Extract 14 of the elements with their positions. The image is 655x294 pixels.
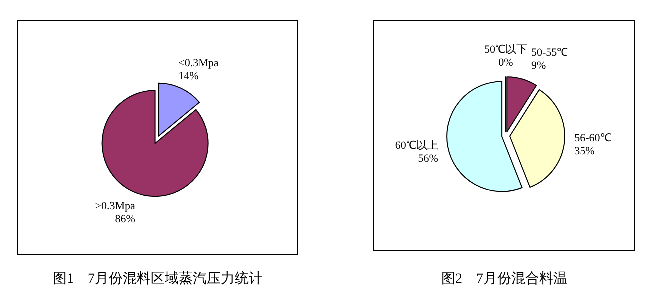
data-label: 14%: [178, 70, 199, 83]
data-label: 9%: [532, 60, 546, 72]
category-label: 50℃以下: [484, 44, 528, 56]
slice-label: 50-55℃: [532, 47, 568, 60]
text: 图1 7月份混料区域蒸汽压力统计: [53, 271, 263, 287]
slice-label: <0.3Mpa: [178, 58, 219, 70]
slice-label: 56-60℃: [574, 132, 612, 145]
text: 0%: [498, 57, 514, 69]
data-label: 86%: [115, 213, 136, 226]
data-label: 56%: [418, 153, 438, 166]
data-label: 35%: [574, 146, 595, 158]
slice-label: >0.3Mpa: [95, 200, 136, 212]
slice-label: 60℃以上: [395, 139, 438, 152]
text: 图2 7月份混合料温: [442, 271, 568, 287]
